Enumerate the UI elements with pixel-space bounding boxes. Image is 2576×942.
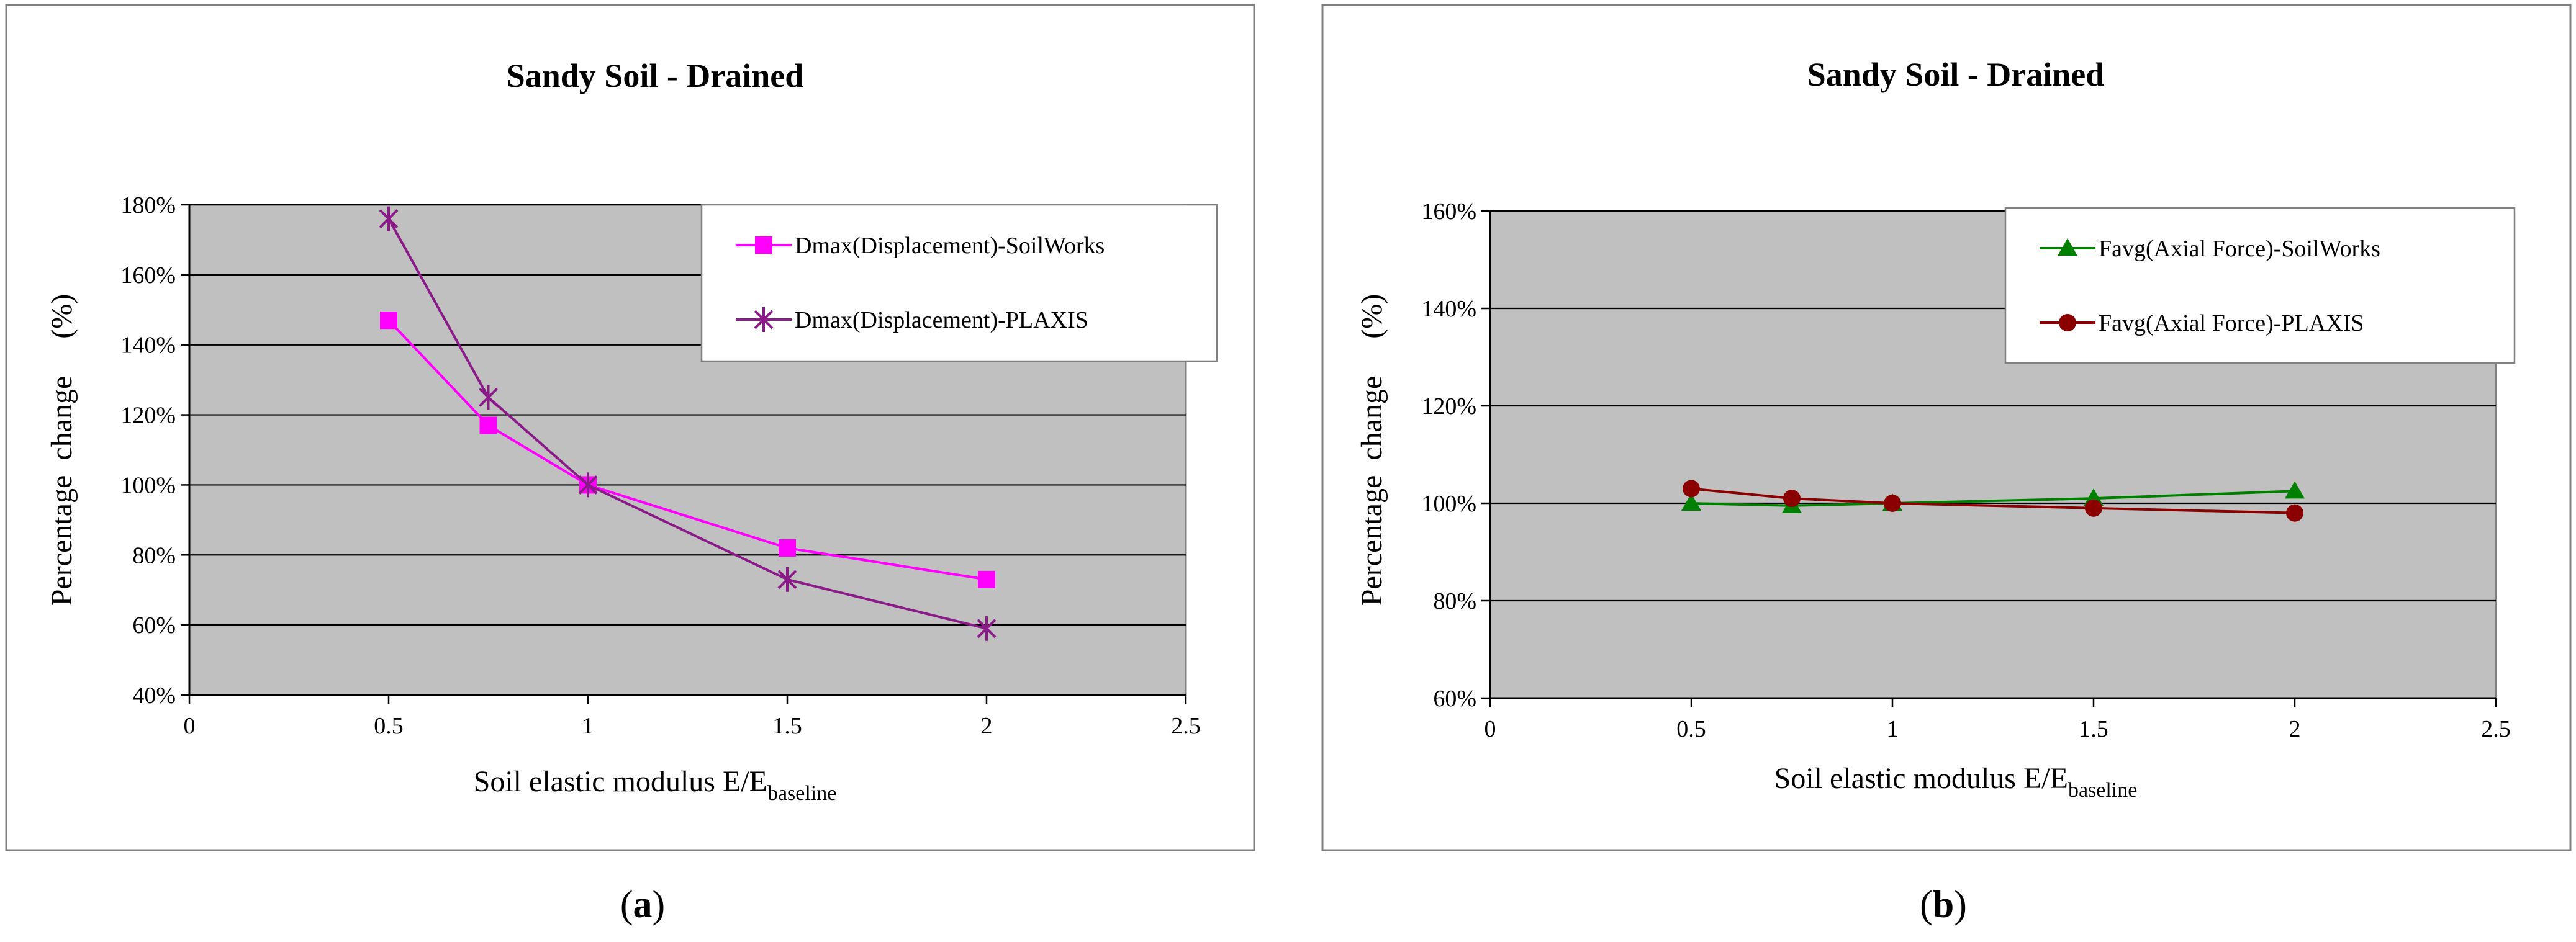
y-tick-label: 60% [1433, 686, 1476, 712]
data-point-series-1 [1681, 493, 1701, 511]
panel-label: (b) [1920, 884, 1967, 926]
y-tick-label: 100% [120, 472, 176, 498]
panel-label-open: ( [620, 884, 633, 926]
y-tick-label: 180% [120, 192, 176, 218]
x-axis-label: Soil elastic modulus E/Ebaseline [1774, 762, 2138, 802]
data-point-series-1 [978, 570, 995, 588]
data-point-series-2 [1783, 490, 1801, 508]
data-point-series-2 [777, 567, 797, 592]
x-tick-label: 1.5 [772, 713, 802, 739]
legend-entry-2: Favg(Axial Force)-PLAXIS [2040, 310, 2364, 336]
panel-label-close: ) [1954, 884, 1967, 926]
legend-swatch-marker [2059, 314, 2076, 331]
x-tick-label: 0 [1485, 716, 1496, 742]
y-tick-label: 160% [120, 262, 176, 289]
data-point-series-2 [2286, 504, 2303, 522]
legend-label: Dmax(Displacement)-PLAXIS [795, 307, 1088, 333]
legend: Favg(Axial Force)-SoilWorks Favg(Axial Fo… [2004, 207, 2516, 364]
x-tick-label: 1 [582, 713, 594, 739]
legend-swatch-marker [754, 307, 774, 332]
chart-panel-a: 40% 60% 80% 100% 120% 140% 160% 180% 0 0.5 1 1.5 2 2.… [5, 4, 1255, 926]
x-axis-label-main: Soil elastic modulus E/E [1774, 762, 2068, 795]
legend-label: Favg(Axial Force)-PLAXIS [2099, 310, 2364, 336]
x-axis-label-subscript: baseline [2068, 779, 2137, 802]
y-axis-label: Percentage change (%) [1355, 294, 1388, 606]
legend: Dmax(Displacement)-SoilWorks Dmax(Displac… [700, 204, 1218, 362]
x-axis-label: Soil elastic modulus E/Ebaseline [474, 765, 837, 805]
x-tick-label: 0 [184, 713, 196, 739]
data-point-series-1 [2285, 481, 2305, 499]
panel-label: (a) [620, 884, 665, 926]
legend-swatch-marker [755, 236, 772, 254]
x-tick-label: 1.5 [2079, 716, 2108, 742]
y-tick-label: 140% [1421, 296, 1476, 322]
x-axis-label-subscript: baseline [767, 782, 836, 805]
x-tick-label: 2 [981, 713, 993, 739]
panel-label-letter: b [1933, 884, 1954, 926]
chart-title: Sandy Soil - Drained [507, 57, 804, 94]
y-tick-label: 120% [120, 403, 176, 429]
legend-box [2004, 207, 2516, 364]
chart-panel-b: 60% 80% 100% 120% 140% 160% 0 0.5 1 1.5 2 2.5 Sandy … [1321, 4, 2572, 926]
legend-swatch-marker [2058, 238, 2077, 256]
data-point-series-2 [379, 206, 399, 231]
y-tick-label: 80% [1433, 588, 1476, 614]
y-tick-label: 140% [120, 333, 176, 359]
data-point-series-2 [2085, 499, 2102, 517]
y-axis-label: Percentage change (%) [45, 294, 78, 606]
legend-entry-1: Dmax(Displacement)-SoilWorks [736, 233, 1105, 259]
y-tick-label: 40% [132, 683, 176, 709]
y-tick-label: 100% [1421, 491, 1476, 517]
x-tick-label: 0.5 [374, 713, 404, 739]
data-point-series-2 [1884, 495, 1901, 512]
panel-label-open: ( [1920, 884, 1933, 926]
legend-label: Dmax(Displacement)-SoilWorks [795, 233, 1105, 259]
x-axis-label-main: Soil elastic modulus E/E [474, 765, 767, 798]
chart-title: Sandy Soil - Drained [1807, 56, 2105, 93]
data-point-series-1 [479, 416, 497, 434]
x-tick-label: 2.5 [2481, 716, 2511, 742]
y-tick-label: 160% [1421, 199, 1476, 225]
data-point-series-2 [479, 385, 498, 410]
data-point-series-1 [380, 312, 397, 330]
x-tick-label: 0.5 [1676, 716, 1706, 742]
panel-label-letter: a [633, 884, 653, 926]
data-point-series-2 [1683, 480, 1700, 498]
legend-entry-2: Dmax(Displacement)-PLAXIS [736, 307, 1088, 333]
x-tick-label: 1 [1887, 716, 1899, 742]
y-tick-label: 120% [1421, 393, 1476, 419]
x-tick-label: 2 [2289, 716, 2301, 742]
y-tick-label: 80% [132, 542, 176, 568]
data-point-series-2 [977, 616, 997, 641]
data-point-series-2 [578, 472, 598, 498]
data-point-series-1 [779, 539, 796, 557]
legend-box [700, 204, 1218, 362]
y-tick-label: 60% [132, 612, 176, 639]
legend-entry-1: Favg(Axial Force)-SoilWorks [2040, 236, 2380, 262]
panel-label-close: ) [653, 884, 666, 926]
x-tick-label: 2.5 [1171, 713, 1201, 739]
legend-label: Favg(Axial Force)-SoilWorks [2099, 236, 2380, 262]
